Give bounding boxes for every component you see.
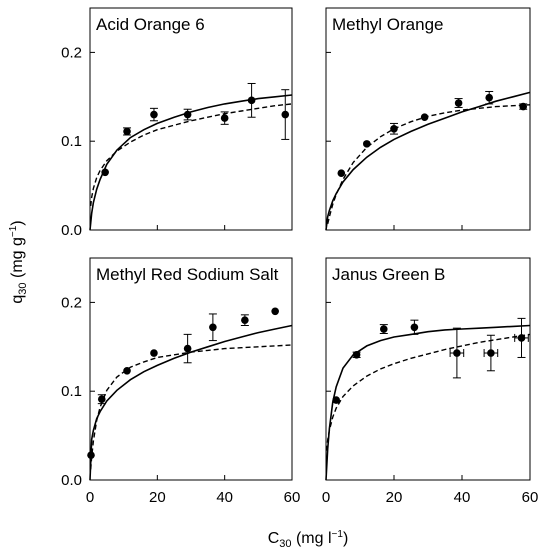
panel-title: Acid Orange 6 bbox=[96, 15, 205, 34]
y-tick-label: 0.0 bbox=[61, 472, 82, 489]
data-point bbox=[123, 366, 131, 375]
panel-frame bbox=[325, 257, 531, 481]
data-point bbox=[87, 451, 95, 459]
data-point bbox=[220, 114, 229, 122]
data-point bbox=[454, 99, 463, 107]
data-point bbox=[519, 102, 527, 111]
x-tick-label: 60 bbox=[522, 489, 539, 506]
data-point bbox=[150, 349, 158, 357]
x-tick-label: 20 bbox=[386, 489, 403, 506]
data-point bbox=[453, 349, 461, 357]
dashed-fit-curve bbox=[90, 103, 293, 207]
x-axis-label-main: C bbox=[268, 530, 280, 547]
data-point bbox=[410, 323, 419, 332]
panel-frame bbox=[89, 257, 293, 481]
panel-3: 0.0 0.1 0.2 0 20 40 60 Methyl Red Sodium Salt bbox=[61, 257, 301, 506]
data-point bbox=[517, 334, 526, 342]
data-point bbox=[420, 113, 429, 122]
data-point bbox=[97, 395, 106, 403]
data-point bbox=[332, 396, 341, 404]
data-point bbox=[352, 350, 361, 359]
x-tick-label: 0 bbox=[322, 489, 330, 506]
x-tick-label: 40 bbox=[454, 489, 471, 506]
data-point bbox=[363, 140, 371, 148]
y-axis-label: q30 (mg g−1) bbox=[8, 220, 29, 303]
data-point bbox=[337, 169, 346, 177]
panel-frame bbox=[325, 7, 531, 231]
solid-fit-curve bbox=[89, 94, 293, 231]
y-tick-label: 0.2 bbox=[61, 294, 82, 311]
x-tick-label: 60 bbox=[284, 489, 301, 506]
data-point bbox=[183, 110, 192, 119]
panel-2: Methyl Orange bbox=[325, 7, 531, 231]
y-axis-label-main: q bbox=[9, 295, 26, 304]
x-axis-label-close: ) bbox=[343, 530, 348, 547]
panel-title: Methyl Orange bbox=[332, 15, 444, 34]
data-point bbox=[487, 349, 495, 357]
y-axis-label-sup: −1 bbox=[8, 225, 19, 237]
data-point bbox=[150, 110, 158, 119]
data-point bbox=[183, 344, 192, 353]
data-point bbox=[271, 307, 279, 316]
panel-title: Methyl Red Sodium Salt bbox=[96, 265, 279, 284]
solid-fit-curve bbox=[325, 324, 531, 481]
data-point bbox=[209, 323, 217, 332]
data-point bbox=[241, 316, 249, 324]
data-point bbox=[390, 124, 398, 133]
solid-fit-curve bbox=[89, 324, 293, 481]
dashed-fit-curve bbox=[90, 344, 293, 470]
data-point bbox=[485, 93, 494, 102]
data-point bbox=[281, 110, 290, 119]
panel-frame bbox=[89, 7, 293, 231]
x-axis-label-sup: −1 bbox=[332, 529, 344, 540]
x-tick-label: 0 bbox=[86, 489, 94, 506]
dashed-fit-curve bbox=[326, 333, 531, 451]
data-point bbox=[123, 127, 131, 136]
panel-title: Janus Green B bbox=[332, 265, 445, 284]
panel-1: 0.0 0.1 0.2 Acid Orange 6 bbox=[61, 7, 293, 239]
data-point bbox=[247, 96, 256, 105]
y-axis-label-units: (mg g bbox=[9, 237, 26, 282]
x-tick-label: 40 bbox=[216, 489, 233, 506]
data-point bbox=[380, 325, 388, 333]
panel-4: 0 20 40 60 Janus Green B bbox=[322, 257, 539, 506]
y-tick-label: 0.1 bbox=[61, 133, 82, 150]
x-tick-label: 20 bbox=[149, 489, 166, 506]
x-axis-label-units: (mg l bbox=[292, 530, 332, 547]
x-axis-label-sub: 30 bbox=[279, 538, 291, 550]
y-axis-label-close: ) bbox=[9, 220, 26, 225]
y-axis-label-sub: 30 bbox=[17, 282, 29, 294]
data-point bbox=[101, 168, 109, 177]
y-tick-label: 0.2 bbox=[61, 44, 82, 61]
y-tick-label: 0.0 bbox=[61, 222, 82, 239]
y-tick-label: 0.1 bbox=[61, 383, 82, 400]
x-axis-label: C30 (mg l−1) bbox=[268, 529, 349, 550]
solid-fit-curve bbox=[325, 91, 531, 231]
